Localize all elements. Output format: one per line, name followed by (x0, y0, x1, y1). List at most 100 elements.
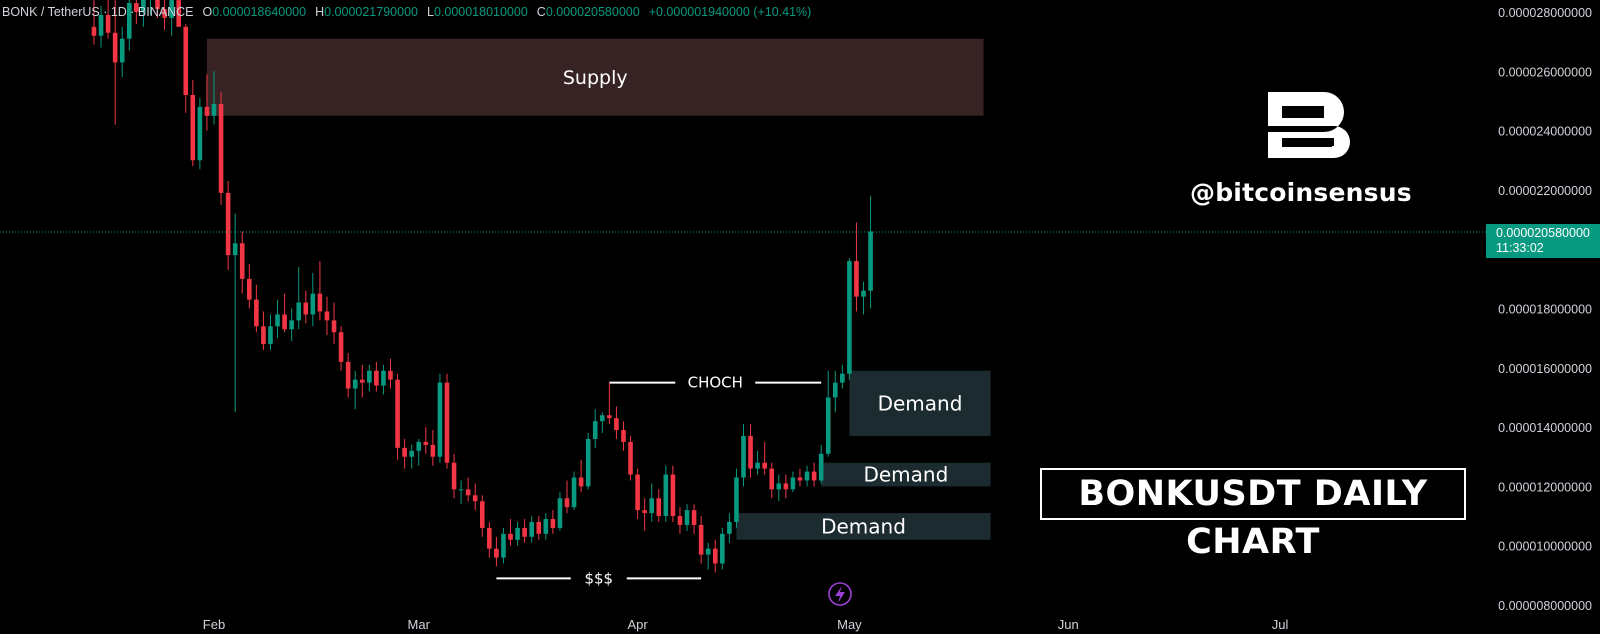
y-tick-label: 0.000018000000 (1498, 303, 1592, 317)
high-value: 0.000021790000 (324, 5, 418, 19)
candle-body (176, 0, 181, 27)
high-label: H (315, 5, 325, 19)
candle-body (642, 510, 647, 514)
candle-body (402, 447, 407, 457)
logo-letter-shape (1268, 92, 1350, 158)
candle-body (854, 261, 859, 297)
candle-body (239, 243, 245, 279)
candle-body (797, 477, 803, 481)
candle-body (825, 397, 831, 454)
candle-body (769, 468, 775, 490)
y-tick-label: 0.000016000000 (1498, 362, 1592, 376)
y-tick-label: 0.000012000000 (1498, 480, 1592, 494)
candle-body (197, 106, 203, 161)
candle-body (585, 438, 591, 487)
symbol-label: BONK / TetherUS · 1D · BINANCE (2, 5, 194, 19)
candle-countdown: 11:33:02 (1496, 241, 1544, 255)
y-tick-label: 0.000008000000 (1498, 599, 1592, 613)
x-tick-label: Jun (1058, 617, 1079, 632)
candle-body (367, 370, 372, 383)
close-label: C (536, 5, 546, 19)
candle-body (282, 314, 287, 330)
candle-body (705, 548, 711, 555)
candle-body (204, 106, 210, 116)
x-tick-label: Apr (627, 617, 648, 632)
candle-body (275, 314, 280, 327)
supply-zone-label: Supply (563, 67, 628, 89)
candle-body (254, 299, 259, 327)
candle-body (501, 533, 506, 558)
candle-body (508, 533, 513, 540)
bitcoinsensus-logo (1268, 92, 1350, 158)
candle-body (331, 320, 337, 333)
candle-body (571, 477, 577, 508)
candle-body (479, 501, 485, 528)
candle-body (465, 489, 471, 496)
candle-body (847, 261, 852, 374)
candle-body (119, 38, 125, 63)
demand-zone-2 (821, 462, 991, 487)
candle-body (409, 450, 414, 457)
y-tick-label: 0.000010000000 (1498, 540, 1592, 554)
candle-body (621, 430, 626, 442)
candle-body (190, 95, 196, 161)
candle-body (536, 521, 542, 534)
candle-body (861, 290, 866, 297)
bolt-icon[interactable] (828, 582, 852, 606)
candle-body (374, 370, 379, 386)
candle-body (487, 527, 492, 549)
candle-body (741, 435, 746, 478)
candle-body (607, 415, 612, 419)
candle-body (388, 370, 393, 380)
demand-zone-3 (736, 513, 991, 540)
y-tick-label: 0.000026000000 (1498, 65, 1592, 79)
x-tick-label: Mar (408, 617, 431, 632)
candle-body (169, 0, 174, 18)
candle-body (381, 370, 386, 386)
candle-body (310, 293, 316, 315)
candle-body (134, 3, 139, 13)
x-tick-label: Jul (1272, 617, 1289, 632)
change-value: +0.000001940000 (+10.41%) (648, 5, 812, 19)
candle-body (592, 421, 598, 439)
candle-body (543, 519, 549, 534)
candle-body (126, 3, 132, 39)
candle-body (529, 521, 534, 537)
candle-body (832, 382, 838, 398)
candle-body (734, 477, 739, 522)
candle-body (395, 379, 400, 448)
candle-body (691, 510, 697, 525)
candle-body (416, 441, 422, 451)
candle-body (515, 527, 520, 540)
candle-body (352, 379, 358, 389)
demand-zone-label: Demand (863, 463, 948, 487)
candle-body (720, 533, 725, 564)
bolt-icon-ring (828, 582, 852, 606)
chart-title-box: BONKUSDT DAILY CHART (1040, 468, 1466, 562)
candle-body (557, 498, 563, 528)
candle-body (677, 516, 683, 525)
candle-body (727, 521, 732, 534)
candle-body (670, 474, 676, 517)
y-tick-label: 0.000028000000 (1498, 6, 1592, 20)
close-value: 0.000020580000 (545, 5, 640, 19)
candle-body (359, 379, 365, 383)
candle-body (790, 477, 796, 490)
candle-body (472, 495, 478, 502)
candle-body (868, 231, 873, 291)
candle-body (345, 361, 351, 389)
candle-body (649, 498, 655, 514)
candle-body (225, 192, 231, 256)
y-tick-label: 0.000024000000 (1498, 125, 1592, 139)
demand-zone-1 (849, 370, 991, 436)
candle-body (98, 14, 104, 36)
candle-body (684, 510, 690, 525)
open-value: 0.000018640000 (212, 5, 307, 19)
candle-body (303, 302, 309, 315)
symbol-header: BONK / TetherUS · 1D · BINANCE O0.0000186… (2, 5, 811, 19)
x-tick-label: May (837, 617, 862, 632)
candle-body (91, 26, 97, 36)
candle-body (211, 103, 217, 116)
candle-body (155, 0, 160, 10)
